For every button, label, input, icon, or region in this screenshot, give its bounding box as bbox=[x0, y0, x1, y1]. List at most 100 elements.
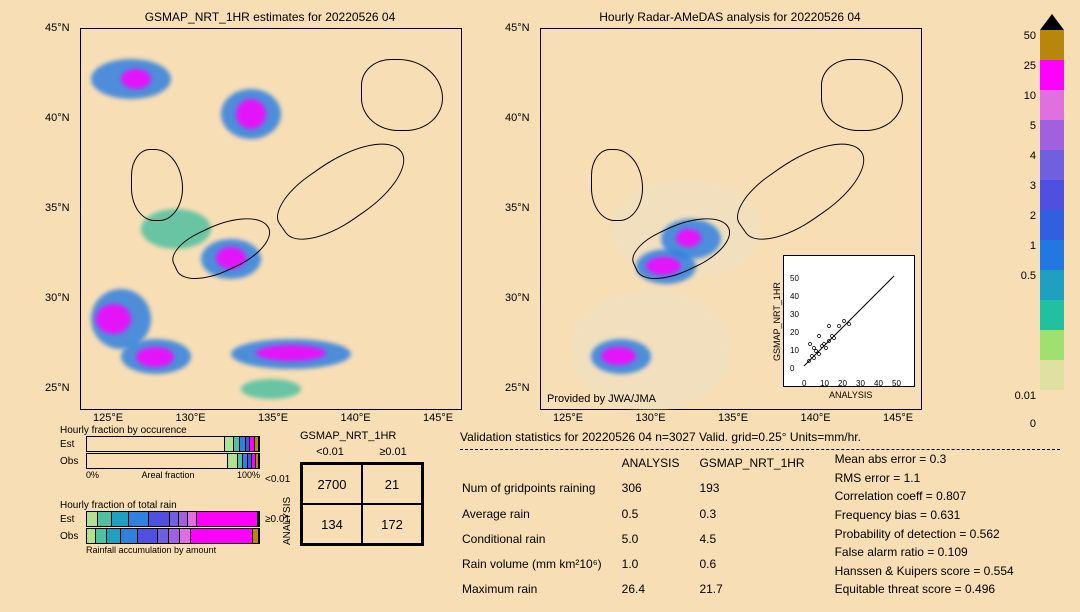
stats-cell: 21.7 bbox=[699, 578, 822, 601]
hbar1-row0: Est bbox=[60, 439, 82, 450]
stats-cell: 1.0 bbox=[622, 553, 698, 576]
cbar-label: 2 bbox=[1030, 210, 1036, 222]
cbar-label: 50 bbox=[1024, 30, 1036, 42]
stats-cell: 4.5 bbox=[699, 528, 822, 551]
cbar-label: 4 bbox=[1030, 150, 1036, 162]
scatter-tick: 20 bbox=[790, 328, 799, 337]
ct-col0: <0.01 bbox=[300, 446, 360, 458]
stats-block: Validation statistics for 20220526 04 n=… bbox=[460, 428, 1060, 603]
scatter-tick: 40 bbox=[874, 379, 883, 388]
scatter-tick: 10 bbox=[790, 346, 799, 355]
ct-cell-10: 134 bbox=[302, 504, 362, 544]
coastline bbox=[131, 149, 183, 221]
tick-label: 135°E bbox=[718, 412, 748, 424]
precip-blob bbox=[136, 347, 174, 367]
hbar1-row1: Obs bbox=[60, 456, 82, 467]
colorbar bbox=[1040, 30, 1064, 420]
tick-label: 125°E bbox=[93, 412, 123, 424]
stats-cell: Average rain bbox=[462, 503, 620, 526]
st-h2: GSMAP_NRT_1HR bbox=[699, 452, 822, 475]
hbar2-xl: Rainfall accumulation by amount bbox=[86, 545, 260, 555]
hbar1-title: Hourly fraction by occurence bbox=[60, 425, 260, 436]
stats-cell: 0.5 bbox=[622, 503, 698, 526]
stats-cell: 5.0 bbox=[622, 528, 698, 551]
stats-cell: 26.4 bbox=[622, 578, 698, 601]
cbar-label: 25 bbox=[1024, 60, 1036, 72]
hbar1-xr: 100% bbox=[237, 470, 260, 480]
tick-label: 25°N bbox=[45, 382, 70, 394]
scatter-tick: 50 bbox=[892, 379, 901, 388]
stats-metric: RMS error = 1.1 bbox=[835, 469, 1014, 488]
tick-label: 145°E bbox=[883, 412, 913, 424]
ct-cell-00: 2700 bbox=[302, 464, 362, 504]
hbar1-xc: Areal fraction bbox=[141, 470, 194, 480]
tick-label: 45°N bbox=[45, 22, 70, 34]
contingency-title: GSMAP_NRT_1HR bbox=[300, 430, 396, 442]
cbar-label: 3 bbox=[1030, 180, 1036, 192]
tick-label: 25°N bbox=[505, 382, 530, 394]
precip-blob bbox=[601, 347, 636, 365]
tick-label: 130°E bbox=[176, 412, 206, 424]
tick-label: 140°E bbox=[801, 412, 831, 424]
stats-metric: Probability of detection = 0.562 bbox=[835, 525, 1014, 544]
hbar-occurence: Hourly fraction by occurence Est Obs 0% … bbox=[60, 425, 260, 480]
coastline bbox=[821, 59, 903, 131]
provided-label: Provided by JWA/JMA bbox=[547, 393, 656, 405]
precip-blob bbox=[241, 379, 301, 399]
right-map-title: Hourly Radar-AMeDAS analysis for 2022052… bbox=[540, 10, 920, 24]
stats-cell: 193 bbox=[699, 477, 822, 500]
stats-metric: Equitable threat score = 0.496 bbox=[835, 580, 1014, 599]
stats-metric: Frequency bias = 0.631 bbox=[835, 506, 1014, 525]
tick-label: 40°N bbox=[45, 112, 70, 124]
ct-row0: <0.01 bbox=[265, 474, 290, 485]
stats-metrics: Mean abs error = 0.3RMS error = 1.1Corre… bbox=[835, 450, 1014, 603]
tick-label: 145°E bbox=[423, 412, 453, 424]
ct-row1: ≥0.01 bbox=[265, 514, 290, 525]
tick-label: 30°N bbox=[45, 292, 70, 304]
scatter-tick: 50 bbox=[790, 274, 799, 283]
tick-label: 40°N bbox=[505, 112, 530, 124]
scatter-inset: ANALYSIS GSMAP_NRT_1HR 00101020203030404… bbox=[783, 255, 915, 387]
contingency-table: 2700 21 134 172 bbox=[300, 462, 424, 546]
coastline bbox=[591, 149, 643, 221]
tick-label: 130°E bbox=[636, 412, 666, 424]
hbar2-title: Hourly fraction of total rain bbox=[60, 500, 260, 511]
st-h1: ANALYSIS bbox=[622, 452, 698, 475]
precip-blob bbox=[236, 99, 266, 129]
scatter-tick: 30 bbox=[856, 379, 865, 388]
scatter-tick: 0 bbox=[802, 379, 806, 388]
left-map bbox=[80, 28, 462, 410]
coastline bbox=[726, 124, 878, 256]
hbar2-row1: Obs bbox=[60, 531, 82, 542]
right-map: Provided by JWA/JMA ANALYSIS GSMAP_NRT_1… bbox=[540, 28, 922, 410]
hbar2-row0: Est bbox=[60, 514, 82, 525]
tick-label: 140°E bbox=[341, 412, 371, 424]
scatter-xlabel: ANALYSIS bbox=[829, 390, 872, 400]
stats-metric: Mean abs error = 0.3 bbox=[835, 450, 1014, 469]
stats-cell: 0.6 bbox=[699, 553, 822, 576]
stats-cell: Conditional rain bbox=[462, 528, 620, 551]
tick-label: 45°N bbox=[505, 22, 530, 34]
stats-cell: Maximum rain bbox=[462, 578, 620, 601]
colorbar-arrow bbox=[1040, 14, 1064, 30]
scatter-ylabel: GSMAP_NRT_1HR bbox=[772, 282, 782, 361]
stats-cell: 306 bbox=[622, 477, 698, 500]
tick-label: 125°E bbox=[553, 412, 583, 424]
cbar-label: 0.5 bbox=[1021, 270, 1036, 282]
cbar-label: 1 bbox=[1030, 240, 1036, 252]
ct-cell-01: 21 bbox=[362, 464, 422, 504]
scatter-tick: 10 bbox=[820, 379, 829, 388]
tick-label: 35°N bbox=[505, 202, 530, 214]
scatter-tick: 30 bbox=[790, 310, 799, 319]
scatter-tick: 0 bbox=[790, 364, 794, 373]
precip-blob bbox=[96, 304, 131, 334]
hbar-totalrain: Hourly fraction of total rain Est Obs Ra… bbox=[60, 500, 260, 555]
stats-cell: Rain volume (mm km²10⁶) bbox=[462, 553, 620, 576]
stats-cell: Num of gridpoints raining bbox=[462, 477, 620, 500]
hbar1-xl: 0% bbox=[86, 470, 99, 480]
stats-metric: False alarm ratio = 0.109 bbox=[835, 543, 1014, 562]
tick-label: 30°N bbox=[505, 292, 530, 304]
scatter-tick: 20 bbox=[838, 379, 847, 388]
stats-cell: 0.3 bbox=[699, 503, 822, 526]
stats-metric: Correlation coeff = 0.807 bbox=[835, 487, 1014, 506]
